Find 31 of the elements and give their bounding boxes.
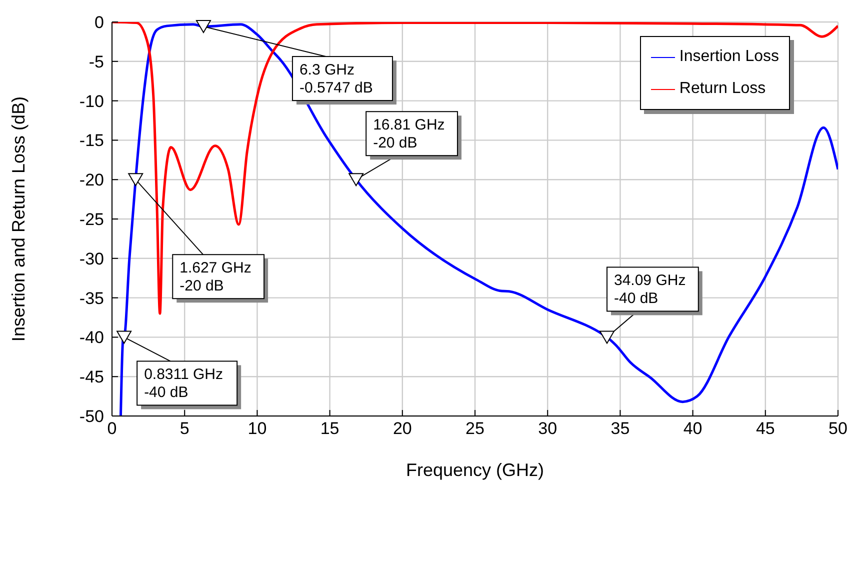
y-axis-title: Insertion and Return Loss (dB) bbox=[8, 96, 28, 342]
x-tick-label: 15 bbox=[320, 419, 340, 438]
annotation: 6.3 GHz -0.5747 dB bbox=[299, 62, 373, 97]
y-tick-label: -25 bbox=[79, 210, 104, 230]
x-tick-label: 35 bbox=[610, 419, 630, 438]
y-tick-label: -10 bbox=[79, 92, 104, 111]
y-tick-label: 0 bbox=[94, 13, 104, 32]
y-tick-label: -30 bbox=[79, 249, 104, 268]
y-tick-label: -50 bbox=[79, 407, 104, 426]
y-tick-label: -40 bbox=[79, 328, 104, 348]
x-tick-label: 20 bbox=[392, 419, 412, 438]
x-tick-label: 10 bbox=[248, 419, 267, 438]
annotation: 0.8311 GHz -40 dB bbox=[144, 366, 224, 402]
x-axis-title: Frequency (GHz) bbox=[406, 460, 544, 480]
y-tick-label: -15 bbox=[79, 131, 104, 150]
x-tick-label: 5 bbox=[180, 419, 190, 438]
y-tick-label: -35 bbox=[79, 288, 104, 308]
x-tick-label: 30 bbox=[538, 419, 558, 438]
y-tick-label: -5 bbox=[88, 52, 104, 72]
annotation: 16.81 GHz -20 dB bbox=[373, 116, 445, 152]
x-tick-label: 50 bbox=[828, 419, 848, 438]
annotation: 1.627 GHz -20 dB bbox=[180, 260, 252, 295]
x-tick-label: 40 bbox=[683, 419, 702, 438]
x-tick-label: 45 bbox=[756, 419, 775, 438]
legend-label: Return Loss bbox=[679, 80, 766, 98]
annotation: 34.09 GHz -40 dB bbox=[614, 272, 686, 308]
y-tick-label: -45 bbox=[79, 368, 104, 387]
x-tick-label: 0 bbox=[107, 419, 117, 438]
legend-label: Insertion Loss bbox=[679, 48, 779, 66]
y-tick-label: -20 bbox=[79, 170, 104, 190]
x-tick-label: 25 bbox=[466, 419, 484, 438]
